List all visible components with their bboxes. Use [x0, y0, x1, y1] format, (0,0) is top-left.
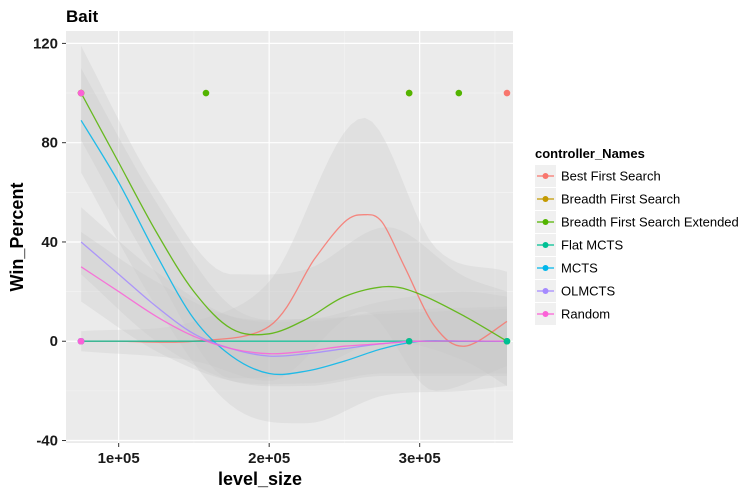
- legend-key-point: [542, 288, 549, 294]
- x-axis-label: level_size: [218, 469, 302, 489]
- legend-label: Breadth First Search Extended: [561, 215, 739, 230]
- data-points: [77, 89, 511, 345]
- legend-label: MCTS: [561, 261, 598, 276]
- chart-title: Bait: [66, 7, 98, 26]
- y-tick-label: 120: [33, 35, 58, 52]
- data-point: [503, 89, 511, 97]
- data-point: [455, 89, 463, 97]
- legend-item: Best First Search: [535, 165, 661, 187]
- y-tick-label: 0: [50, 333, 58, 350]
- data-point: [77, 337, 85, 345]
- legend-item: OLMCTS: [535, 280, 616, 302]
- legend-item: MCTS: [535, 257, 598, 279]
- legend-label: Random: [561, 307, 610, 322]
- x-tick-label: 3e+05: [399, 450, 441, 467]
- legend-key-point: [542, 311, 549, 317]
- smooth-curves: [80, 92, 508, 376]
- legend-label: OLMCTS: [561, 284, 616, 299]
- legend: controller_Names Best First Search Breadt…: [535, 146, 739, 325]
- series-curve: [80, 266, 508, 355]
- legend-label: Flat MCTS: [561, 238, 623, 253]
- confidence-band: [81, 232, 507, 385]
- legend-key-point: [542, 242, 549, 248]
- confidence-band: [81, 45, 507, 386]
- data-point: [503, 337, 511, 345]
- y-tick-label: 40: [41, 234, 58, 251]
- legend-key-point: [542, 265, 549, 271]
- legend-key-point: [542, 173, 549, 179]
- legend-label: Breadth First Search: [561, 192, 680, 207]
- y-tick-label: -40: [36, 433, 58, 450]
- x-tick-label: 2e+05: [248, 450, 290, 467]
- series-curve: [80, 92, 508, 342]
- legend-item: Breadth First Search Extended: [535, 211, 739, 233]
- legend-title: controller_Names: [535, 146, 645, 161]
- data-point: [405, 89, 413, 97]
- data-point: [202, 89, 210, 97]
- x-tick-label: 1e+05: [98, 450, 140, 467]
- legend-key-point: [542, 196, 549, 202]
- confidence-band: [81, 68, 507, 424]
- legend-item: Random: [535, 303, 610, 325]
- y-tick-label: 80: [41, 135, 58, 152]
- panel-background: [66, 31, 513, 443]
- confidence-band: [81, 117, 507, 391]
- axes: -40 0 40 80 120 1e+05 2e+05 3e+05: [33, 35, 441, 467]
- legend-key-point: [542, 219, 549, 225]
- legend-item: Flat MCTS: [535, 234, 623, 256]
- data-point: [77, 89, 85, 97]
- data-point: [405, 337, 413, 345]
- y-axis-label: Win_Percent: [7, 183, 27, 292]
- legend-label: Best First Search: [561, 169, 661, 184]
- legend-item: Breadth First Search: [535, 188, 680, 210]
